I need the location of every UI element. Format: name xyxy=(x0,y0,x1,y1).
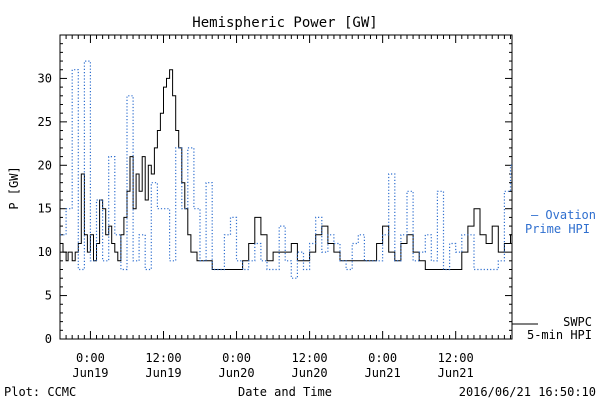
legend-ovation-line2: Prime HPI xyxy=(525,222,590,236)
y-tick-label: 25 xyxy=(38,115,52,129)
plot-credit: Plot: CCMC xyxy=(4,385,76,399)
x-tick-date-label: Jun19 xyxy=(72,366,108,380)
x-tick-time-label: 0:00 xyxy=(76,351,105,365)
y-tick-label: 0 xyxy=(45,332,52,346)
x-tick-date-label: Jun20 xyxy=(292,366,328,380)
y-tick-label: 5 xyxy=(45,289,52,303)
x-axis-label: Date and Time xyxy=(238,385,332,399)
series-layer xyxy=(60,60,512,279)
series-line-ovation xyxy=(60,60,512,279)
x-tick-time-label: 12:00 xyxy=(438,351,474,365)
chart-title: Hemispheric Power [GW] xyxy=(192,15,377,31)
legend-swpc-line1: SWPC xyxy=(563,315,592,329)
plot-frame xyxy=(59,34,513,340)
series-line-swpc xyxy=(60,69,512,270)
x-tick-time-label: 0:00 xyxy=(368,351,397,365)
plot-timestamp: 2016/06/21 16:50:10 xyxy=(459,385,596,399)
legend-ovation-line1: — Ovation xyxy=(531,208,596,222)
y-tick-label: 10 xyxy=(38,245,52,259)
y-tick-label: 30 xyxy=(38,71,52,85)
y-tick-label: 15 xyxy=(38,202,52,216)
legend-swpc-line2: 5-min HPI xyxy=(527,328,592,342)
x-tick-time-label: 12:00 xyxy=(292,351,328,365)
x-tick-date-label: Jun21 xyxy=(438,366,474,380)
x-tick-time-label: 12:00 xyxy=(145,351,181,365)
x-tick-time-label: 0:00 xyxy=(222,351,251,365)
x-tick-date-label: Jun19 xyxy=(145,366,181,380)
y-axis: 0 5 10 15 20 25 30 xyxy=(38,34,512,346)
x-tick-date-label: Jun20 xyxy=(218,366,254,380)
y-axis-label: P [GW] xyxy=(7,166,21,209)
x-tick-date-label: Jun21 xyxy=(365,366,401,380)
y-tick-label: 20 xyxy=(38,158,52,172)
x-axis: 0:00Jun1912:00Jun190:00Jun2012:00Jun200:… xyxy=(59,35,511,380)
